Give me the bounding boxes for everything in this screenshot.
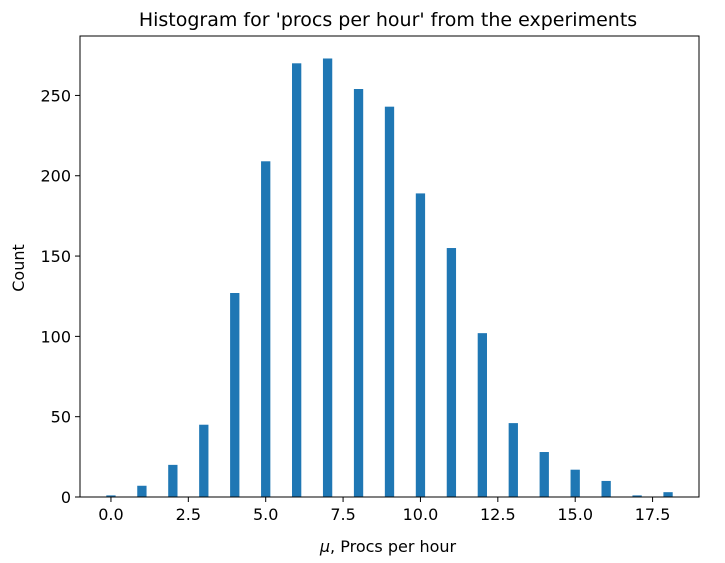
histogram-bar — [415, 193, 426, 497]
x-tick-label: 5.0 — [253, 505, 278, 524]
histogram-bar — [632, 495, 642, 497]
x-tick-label: 10.0 — [403, 505, 439, 524]
x-tick-label: 0.0 — [98, 505, 123, 524]
y-tick-label: 150 — [40, 247, 71, 266]
histogram-bar — [292, 63, 302, 498]
x-axis-label-text: , Procs per hour — [330, 537, 457, 556]
x-axis-ticks: 0.0 2.5 5.0 7.5 10.0 12.5 15.0 17.5 — [98, 497, 670, 524]
x-tick-label: 17.5 — [635, 505, 671, 524]
histogram-bar — [353, 89, 364, 497]
histogram-bar — [384, 106, 395, 498]
histogram-bar — [230, 293, 240, 497]
y-axis-label: Count — [9, 244, 28, 292]
histogram-bar — [261, 161, 271, 498]
histogram-bar — [322, 58, 333, 498]
histogram-bar — [601, 480, 611, 497]
histogram-bar — [199, 424, 209, 497]
bars-group — [106, 58, 673, 498]
chart-title: Histogram for 'procs per hour' from the … — [139, 9, 637, 31]
x-tick-label: 15.0 — [557, 505, 593, 524]
y-tick-label: 50 — [51, 408, 71, 427]
histogram-bar — [106, 495, 116, 497]
histogram-bar — [539, 452, 549, 497]
histogram-bar — [508, 423, 518, 497]
histogram-bar — [137, 485, 147, 497]
y-tick-label: 0 — [61, 488, 71, 507]
histogram-bar — [570, 469, 580, 497]
y-tick-label: 250 — [40, 86, 71, 105]
histogram-bar — [446, 248, 457, 497]
histogram-bar — [477, 333, 487, 497]
plot-frame — [79, 35, 700, 498]
x-tick-label: 2.5 — [176, 505, 201, 524]
x-tick-label: 7.5 — [330, 505, 355, 524]
x-axis-label-symbol: μ — [319, 537, 330, 556]
x-tick-label: 12.5 — [480, 505, 516, 524]
histogram-bar — [663, 492, 673, 497]
y-axis-ticks: 0 50 100 150 200 250 — [40, 86, 80, 507]
histogram-bar — [168, 464, 178, 497]
x-axis-label: μ, Procs per hour — [319, 537, 457, 556]
y-tick-label: 100 — [40, 327, 71, 346]
y-tick-label: 200 — [40, 167, 71, 186]
